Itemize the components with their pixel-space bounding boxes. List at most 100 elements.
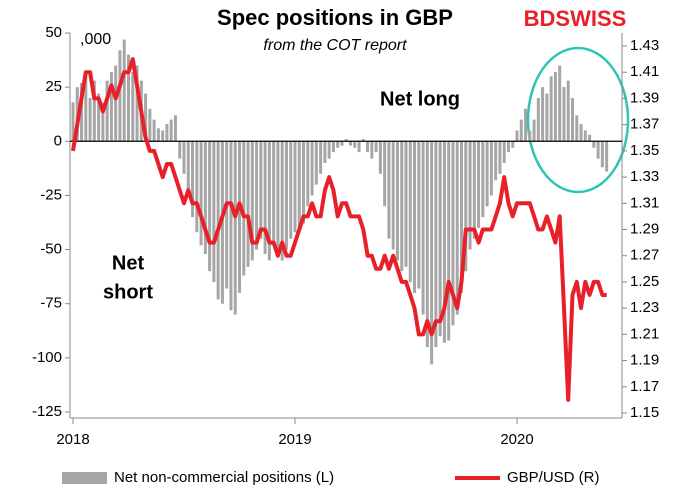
bar <box>374 141 378 153</box>
bar <box>191 141 195 218</box>
bar <box>370 141 374 159</box>
y-tick-label: -100 <box>32 349 62 366</box>
bar <box>135 65 139 142</box>
bar <box>502 141 506 163</box>
bar <box>413 141 417 293</box>
bar <box>310 141 314 196</box>
line <box>71 57 607 402</box>
bar <box>272 141 276 246</box>
y-tick-label: -25 <box>40 186 62 203</box>
bar <box>489 141 493 196</box>
bar <box>246 141 250 267</box>
bar <box>494 141 498 181</box>
y-tick-label: 25 <box>45 78 62 95</box>
bar <box>161 130 165 142</box>
bar <box>127 54 130 142</box>
bar <box>165 123 169 142</box>
annotation: short <box>103 281 153 303</box>
bar <box>528 130 532 142</box>
y2-tick-label: 1.39 <box>630 89 659 106</box>
legend-swatch <box>62 472 107 484</box>
bar <box>105 80 109 142</box>
bar <box>605 141 609 172</box>
y-tick-label: -125 <box>32 403 62 420</box>
bar <box>524 108 528 142</box>
bar <box>451 141 455 326</box>
bar <box>203 141 207 254</box>
chart-subtitle: from the COT report <box>263 37 407 54</box>
bar <box>255 141 259 250</box>
bar <box>600 141 604 168</box>
bar <box>357 141 361 153</box>
bar <box>344 139 348 142</box>
bar <box>464 141 468 272</box>
y2-tick-label: 1.33 <box>630 168 659 185</box>
bar <box>216 141 220 300</box>
annotation: Net long <box>380 88 460 110</box>
bar <box>178 141 182 159</box>
bar <box>293 141 297 233</box>
x-tick-label: 2018 <box>56 431 89 448</box>
bar <box>289 141 293 239</box>
bar <box>336 141 340 148</box>
bar <box>532 119 536 142</box>
bar <box>118 50 122 142</box>
bar <box>114 65 118 142</box>
units-label: ,000 <box>80 31 111 48</box>
legend-label: GBP/USD (R) <box>507 469 600 486</box>
bar <box>306 141 310 207</box>
bar <box>229 141 233 311</box>
bar <box>314 141 318 185</box>
bar <box>566 80 570 142</box>
bar <box>122 39 126 142</box>
bar <box>472 141 476 239</box>
bar <box>212 141 216 283</box>
bar <box>519 119 523 142</box>
y2-tick-label: 1.19 <box>630 352 659 369</box>
bar <box>182 141 186 174</box>
bar <box>498 141 502 174</box>
bar <box>233 141 237 315</box>
bar <box>515 130 519 142</box>
bar <box>558 65 562 142</box>
bar <box>323 141 327 163</box>
y2-tick-label: 1.25 <box>630 273 659 290</box>
bar <box>225 141 229 289</box>
bar <box>506 141 510 153</box>
bar <box>383 141 387 207</box>
bar <box>430 141 434 365</box>
annotation: Net <box>112 252 145 274</box>
bar <box>447 141 451 341</box>
bar <box>404 141 408 267</box>
bar <box>549 76 553 142</box>
bar <box>148 108 152 142</box>
bar <box>455 141 459 315</box>
bar <box>468 141 472 250</box>
bar <box>156 128 160 142</box>
bar <box>425 141 429 348</box>
bar <box>263 141 267 254</box>
bar <box>92 80 96 142</box>
y-tick-label: -50 <box>40 241 62 258</box>
bar <box>366 141 370 153</box>
bar <box>186 141 190 196</box>
bar <box>340 141 344 146</box>
y2-tick-label: 1.15 <box>630 404 659 421</box>
bar <box>195 141 199 233</box>
bar <box>511 141 515 148</box>
bar <box>267 141 271 261</box>
bar <box>71 102 75 142</box>
bar <box>349 141 352 146</box>
bar <box>571 97 574 142</box>
bar <box>575 115 579 142</box>
bar <box>331 141 335 153</box>
bar <box>152 119 156 142</box>
bar <box>553 71 557 142</box>
bar <box>588 134 592 142</box>
logo: BDSWISS <box>524 6 627 31</box>
bar <box>592 141 596 148</box>
bar <box>477 141 481 228</box>
bar <box>242 141 246 276</box>
bar <box>400 141 404 272</box>
y2-tick-label: 1.29 <box>630 220 659 237</box>
